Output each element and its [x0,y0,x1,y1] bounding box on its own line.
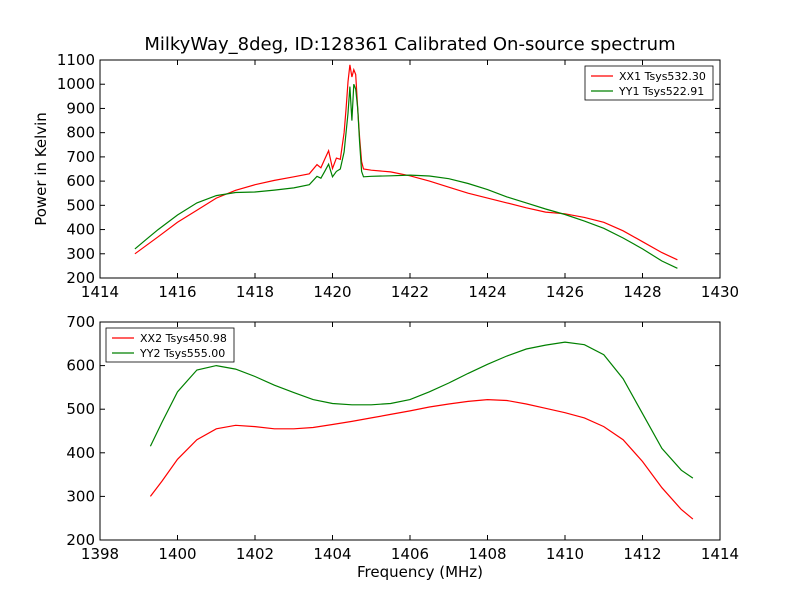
x-tick-label: 1428 [623,283,661,301]
x-tick-label: 1418 [236,283,274,301]
y-tick-label: 800 [66,124,95,142]
x-tick-label: 1402 [236,545,274,563]
x-tick-label: 1430 [701,283,739,301]
x-tick-label: 1426 [546,283,584,301]
y-tick-label: 1100 [57,51,95,69]
y-tick-label: 300 [66,487,95,505]
legend-entry: YY1 Tsys522.91 [618,85,704,98]
legend: XX2 Tsys450.98 YY2 Tsys555.00 [105,327,235,363]
x-tick-label: 1398 [81,545,119,563]
y-tick-label: 600 [66,357,95,375]
y-tick-label: 500 [66,196,95,214]
y-tick-label: 300 [66,245,95,263]
x-tick-label: 1406 [391,545,429,563]
series-line-0-1 [134,83,678,269]
series-line-1-0 [149,398,694,520]
x-axis-label: Frequency (MHz) [357,563,483,581]
x-tick-label: 1412 [623,545,661,563]
y-tick-label: 1000 [57,75,95,93]
x-tick-label: 1414 [701,545,739,563]
legend-box [584,65,714,101]
x-tick-label: 1414 [81,283,119,301]
series-line-1-1 [149,341,694,479]
y-tick-label: 700 [66,313,95,331]
legend-box [105,327,235,363]
y-tick-label: 600 [66,172,95,190]
y-tick-label: 200 [66,269,95,287]
y-tick-label: 500 [66,400,95,418]
y-tick-label: 200 [66,531,95,549]
legend-entry: XX2 Tsys450.98 [140,332,227,345]
legend-entry: XX1 Tsys532.30 [619,70,706,83]
y-tick-label: 700 [66,148,95,166]
legend-entry: YY2 Tsys555.00 [139,347,225,360]
y-axis-label: Power in Kelvin [32,112,50,226]
legend: XX1 Tsys532.30 YY1 Tsys522.91 [584,65,714,101]
x-tick-label: 1420 [313,283,351,301]
x-tick-label: 1422 [391,283,429,301]
x-tick-label: 1404 [313,545,351,563]
x-tick-label: 1408 [468,545,506,563]
series-line-0-0 [134,64,678,261]
top-panel: 1414 1416 1418 1420 1422 1424 1426 1428 1430 200 3… [32,51,739,301]
x-tick-label: 1416 [158,283,196,301]
x-tick-label: 1400 [158,545,196,563]
x-tick-label: 1424 [468,283,506,301]
bottom-panel: 1398 1400 1402 1404 1406 1408 1410 1412 1414 200 3… [66,313,739,581]
chart-title: MilkyWay_8deg, ID:128361 Calibrated On-s… [144,34,676,55]
y-tick-label: 400 [66,221,95,239]
x-tick-label: 1410 [546,545,584,563]
y-tick-label: 900 [66,99,95,117]
y-tick-label: 400 [66,444,95,462]
